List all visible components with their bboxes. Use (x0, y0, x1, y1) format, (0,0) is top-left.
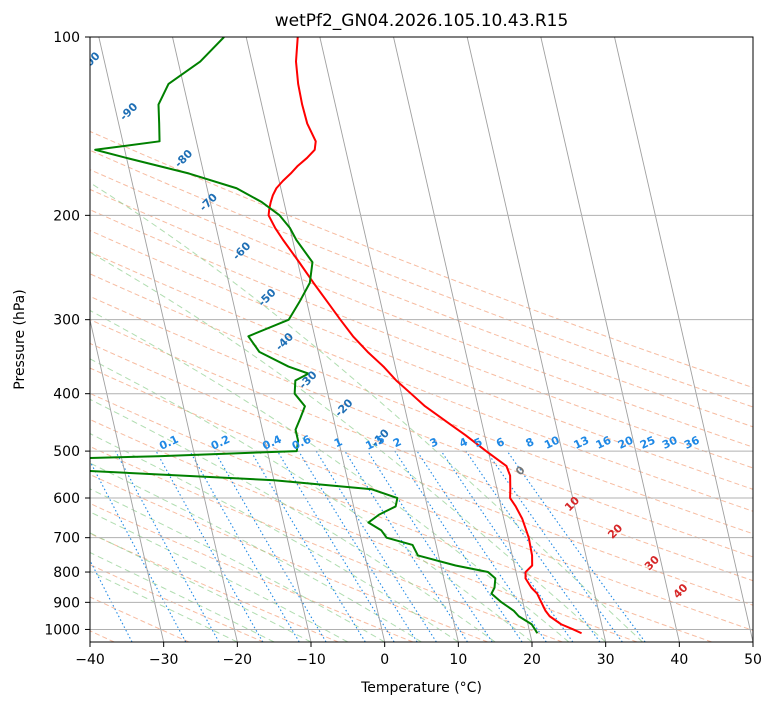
y-axis-ticks: 100 200 300 400 500 600 700 800 900 1000 (44, 30, 90, 638)
moist-adiabat-line (90, 251, 607, 642)
y-axis-title: Pressure (hPa) (12, 289, 28, 389)
dry-adiabat-line (90, 319, 753, 582)
dewpoint-profile (90, 37, 539, 634)
moist-adiabat-line (90, 398, 496, 642)
x-tick-label: 10 (449, 652, 467, 668)
dry-adiabat-line (90, 418, 638, 642)
plot-frame (89, 36, 754, 643)
mixing-ratio-line (298, 450, 418, 642)
y-tick-label: 1000 (44, 622, 80, 638)
x-tick-label: 50 (744, 652, 762, 668)
mixing-ratio-line (416, 450, 547, 642)
y-tick-label: 400 (53, 387, 80, 403)
mixing-ratio-label: 36 (682, 433, 702, 451)
x-tick-label: 30 (597, 652, 615, 668)
isotherm-line (466, 37, 607, 642)
x-tick-label: 0 (380, 652, 389, 668)
x-tick-label: −30 (149, 652, 179, 668)
x-tick-label: −20 (223, 652, 253, 668)
x-tick-label: −10 (296, 652, 326, 668)
dry-adiabat-line (90, 188, 753, 448)
profile-lines (90, 37, 582, 635)
x-tick-label: −40 (75, 652, 105, 668)
isotherm-line (319, 37, 459, 642)
y-tick-label: 700 (53, 531, 80, 547)
moist-adiabat-line (90, 433, 459, 642)
mixing-ratio-label: 16 (594, 433, 614, 451)
moist-adiabat-line (90, 488, 385, 642)
isotherm-line (540, 37, 680, 642)
plot-area (90, 37, 753, 642)
dry-adiabat-line (90, 251, 753, 512)
dry-adiabat-line (90, 342, 753, 606)
dry-adiabat-line (90, 209, 753, 469)
moist-adiabat-line (90, 532, 312, 642)
moist-adiabat-line (90, 570, 238, 642)
isotherm-line (98, 37, 238, 642)
dry-adiabat-line (90, 473, 488, 642)
dry-adiabat-line (90, 564, 264, 642)
y-tick-label: 800 (53, 565, 80, 581)
mixing-ratio-line (155, 450, 264, 642)
dry-adiabat-line (90, 392, 712, 642)
temperature-profile (267, 37, 582, 635)
mixing-ratio-label: 10 (542, 433, 562, 451)
chart-title: wetPf2_GN04.2026.105.10.43.R15 (275, 11, 569, 31)
mixing-ratio-line (276, 450, 395, 642)
y-tick-label: 300 (53, 313, 80, 329)
isotherm-line (393, 37, 533, 642)
mixing-ratio-label: 25 (638, 434, 657, 452)
background-lines (90, 37, 753, 642)
dry-adiabat-line (90, 273, 753, 535)
y-tick-label: 600 (53, 491, 80, 507)
mixing-ratio-line (485, 450, 623, 642)
isotherm-line (245, 37, 386, 642)
isotherm-line (614, 37, 753, 642)
x-tick-label: 20 (523, 652, 541, 668)
y-tick-label: 100 (53, 30, 80, 46)
isotherm-line (172, 37, 312, 642)
mixing-ratio-line (90, 460, 187, 642)
y-tick-label: 200 (53, 208, 80, 224)
mixing-ratio-label: 13 (572, 434, 591, 452)
dry-adiabat-line (90, 169, 753, 428)
y-tick-label: 500 (53, 444, 80, 460)
mixing-ratio-line (440, 450, 574, 642)
mixing-ratio-line (115, 450, 220, 642)
x-axis-title: Temperature (°C) (360, 680, 482, 696)
x-axis-ticks: −40 −30 −20 −10 0 10 20 30 40 50 (75, 642, 762, 668)
moist-adiabat-line (90, 511, 349, 642)
isotherm-line (90, 318, 165, 642)
pressure-gridlines (90, 37, 753, 630)
dry-adiabat-line (90, 446, 563, 642)
mixing-ratio-line (394, 450, 523, 642)
mixing-ratio-line (250, 450, 366, 642)
mixing-ratio-label: 20 (616, 433, 636, 451)
mixing-ratio-line (367, 450, 493, 642)
mixing-ratio-line (344, 450, 468, 642)
dry-adiabat-line (90, 230, 753, 490)
mixing-ratio-label: 30 (660, 433, 680, 451)
moist-adiabat-line (90, 182, 643, 642)
y-tick-label: 900 (53, 595, 80, 611)
x-tick-label: 40 (670, 652, 688, 668)
mixing-ratio-line (315, 450, 437, 642)
mixing-ratio-line (465, 450, 601, 642)
